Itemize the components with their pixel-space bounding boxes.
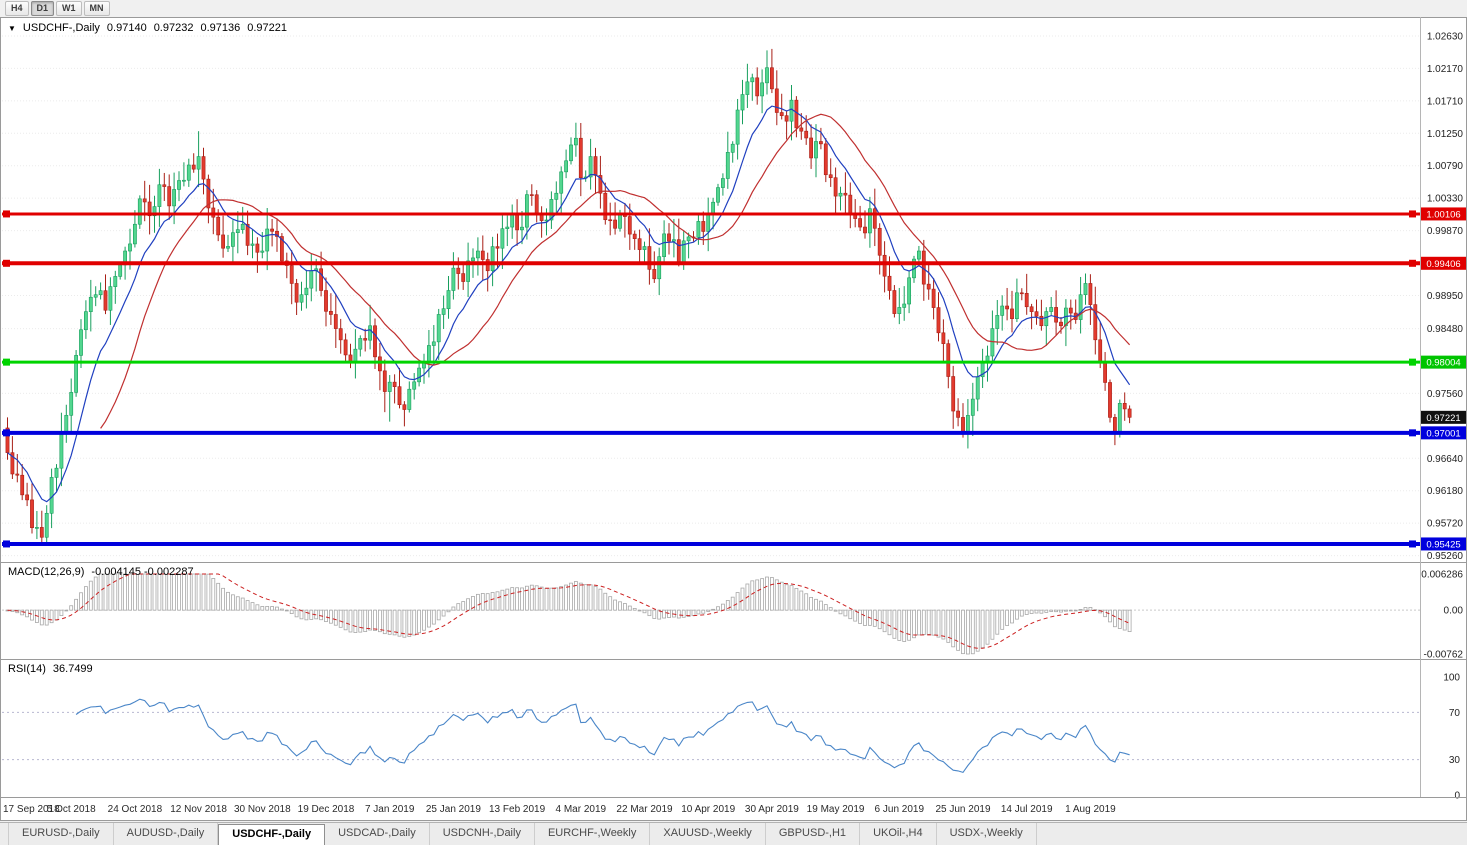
current-price-badge: 0.97221: [1421, 410, 1466, 424]
rsi-levels: [2, 711, 1420, 761]
svg-text:6 Jun 2019: 6 Jun 2019: [875, 804, 925, 815]
svg-text:25 Jan 2019: 25 Jan 2019: [426, 804, 481, 815]
svg-text:0.95260: 0.95260: [1427, 551, 1464, 562]
svg-text:100: 100: [1443, 673, 1460, 684]
svg-text:0.95425: 0.95425: [1426, 539, 1460, 550]
svg-text:24 Oct 2018: 24 Oct 2018: [108, 804, 163, 815]
svg-text:17 Sep 2018: 17 Sep 2018: [3, 804, 60, 815]
svg-text:1.00330: 1.00330: [1427, 194, 1464, 205]
tab-gbpusd-h1[interactable]: GBPUSD-,H1: [766, 823, 861, 845]
svg-text:1.02170: 1.02170: [1427, 64, 1464, 75]
svg-text:7 Jan 2019: 7 Jan 2019: [365, 804, 415, 815]
svg-text:13 Feb 2019: 13 Feb 2019: [489, 804, 546, 815]
svg-text:12 Nov 2018: 12 Nov 2018: [170, 804, 227, 815]
svg-text:25 Jun 2019: 25 Jun 2019: [935, 804, 990, 815]
tab-usdcnh-daily[interactable]: USDCNH-,Daily: [430, 823, 535, 845]
timeframe-button-w1[interactable]: W1: [56, 1, 82, 16]
symbol-dropdown-icon[interactable]: ▼: [8, 23, 16, 33]
tab-audusd-daily[interactable]: AUDUSD-,Daily: [114, 823, 219, 845]
tab-usdcad-daily[interactable]: USDCAD-,Daily: [325, 823, 430, 845]
svg-text:1 Aug 2019: 1 Aug 2019: [1065, 804, 1116, 815]
macd-values: -0.004145 -0.002287: [91, 566, 194, 578]
svg-text:22 Mar 2019: 22 Mar 2019: [616, 804, 673, 815]
svg-text:14 Jul 2019: 14 Jul 2019: [1001, 804, 1053, 815]
svg-text:0.97221: 0.97221: [1426, 413, 1460, 424]
ma-fast-line: [7, 105, 1131, 503]
tab-eurusd-daily[interactable]: EURUSD-,Daily: [8, 823, 114, 845]
svg-text:5 Oct 2018: 5 Oct 2018: [47, 804, 96, 815]
svg-text:0.98480: 0.98480: [1427, 324, 1464, 335]
tab-usdchf-daily[interactable]: USDCHF-,Daily: [218, 824, 326, 845]
chart-symbol-label: USDCHF-,Daily: [22, 22, 100, 34]
svg-text:0.95720: 0.95720: [1427, 519, 1464, 530]
svg-text:19 Dec 2018: 19 Dec 2018: [298, 804, 355, 815]
svg-text:30 Apr 2019: 30 Apr 2019: [745, 804, 799, 815]
macd-signal-line: [7, 573, 1130, 649]
svg-text:0.98950: 0.98950: [1427, 291, 1464, 302]
price-badge: 0.98004: [1421, 355, 1466, 369]
svg-text:0.97560: 0.97560: [1427, 389, 1464, 400]
ohlc-low: 0.97136: [200, 22, 241, 34]
horizontal-line-0.97001[interactable]: [2, 429, 1420, 437]
timeframe-button-d1[interactable]: D1: [30, 1, 55, 16]
ohlc-high: 0.97232: [153, 22, 194, 34]
svg-text:0.006286: 0.006286: [1421, 570, 1463, 581]
rsi-line: [75, 698, 1130, 774]
svg-text:1.00790: 1.00790: [1427, 161, 1464, 172]
ma-slow-line: [100, 113, 1131, 429]
rsi-label: RSI(14) 36.7499: [8, 663, 93, 675]
price-grid: [2, 35, 1420, 557]
ohlc-close: 0.97221: [247, 22, 287, 34]
tab-xauusd-weekly[interactable]: XAUUSD-,Weekly: [650, 823, 766, 845]
chart-tab-bar: EURUSD-,Daily AUDUSD-,Daily USDCHF-,Daily U…: [0, 822, 1467, 845]
price-badge: 1.00106: [1421, 207, 1466, 221]
svg-text:0.99870: 0.99870: [1427, 226, 1464, 237]
svg-text:0.97001: 0.97001: [1426, 428, 1460, 439]
svg-text:0.99406: 0.99406: [1426, 259, 1460, 270]
svg-text:-0.00762: -0.00762: [1424, 650, 1464, 661]
macd-name: MACD(12,26,9): [8, 566, 85, 578]
svg-text:4 Mar 2019: 4 Mar 2019: [556, 804, 607, 815]
svg-text:0: 0: [1454, 791, 1460, 802]
svg-text:30: 30: [1449, 755, 1461, 766]
svg-text:0.00: 0.00: [1444, 606, 1464, 617]
horizontal-line-0.95425[interactable]: [2, 540, 1420, 548]
ohlc-open: 0.97140: [106, 22, 147, 34]
svg-text:1.00106: 1.00106: [1426, 209, 1460, 220]
timeframe-button-mn[interactable]: MN: [83, 1, 110, 16]
svg-text:1.02630: 1.02630: [1427, 32, 1464, 43]
svg-text:30 Nov 2018: 30 Nov 2018: [234, 804, 291, 815]
svg-text:0.96640: 0.96640: [1427, 454, 1464, 465]
price-badge: 0.95425: [1421, 537, 1466, 551]
svg-text:70: 70: [1449, 708, 1461, 719]
macd-axis: 0.006286 0.00 -0.00762: [1421, 570, 1463, 661]
svg-text:1.01250: 1.01250: [1427, 129, 1464, 140]
svg-text:0.96180: 0.96180: [1427, 486, 1464, 497]
rsi-axis: 100 70 30 0: [1443, 673, 1460, 802]
price-badge: 0.97001: [1421, 426, 1466, 440]
horizontal-line-0.99406[interactable]: [2, 259, 1420, 267]
timeframe-button-h4[interactable]: H4: [5, 1, 29, 16]
price-axis: 1.02630 1.02170 1.01710 1.01250 1.00790 1.003…: [1427, 32, 1464, 563]
timeframe-toolbar: H4 D1 W1 MN: [0, 0, 1467, 18]
horizontal-line-1.00106[interactable]: [2, 210, 1420, 218]
price-badge: 0.99406: [1421, 256, 1466, 270]
svg-text:10 Apr 2019: 10 Apr 2019: [681, 804, 735, 815]
horizontal-line-0.98004[interactable]: [2, 358, 1420, 366]
svg-text:1.01710: 1.01710: [1427, 96, 1464, 107]
tab-ukoil-h4[interactable]: UKOil-,H4: [860, 823, 937, 845]
tab-usdx-weekly[interactable]: USDX-,Weekly: [937, 823, 1037, 845]
macd-histogram: [5, 573, 1132, 655]
macd-label: MACD(12,26,9) -0.004145 -0.002287: [8, 566, 194, 578]
tab-eurchf-weekly[interactable]: EURCHF-,Weekly: [535, 823, 651, 845]
svg-text:0.98004: 0.98004: [1426, 358, 1460, 369]
chart-title: ▼ USDCHF-,Daily 0.97140 0.97232 0.97136 …: [8, 22, 287, 34]
svg-text:19 May 2019: 19 May 2019: [807, 804, 865, 815]
rsi-name: RSI(14): [8, 663, 46, 675]
rsi-value: 36.7499: [52, 663, 93, 675]
